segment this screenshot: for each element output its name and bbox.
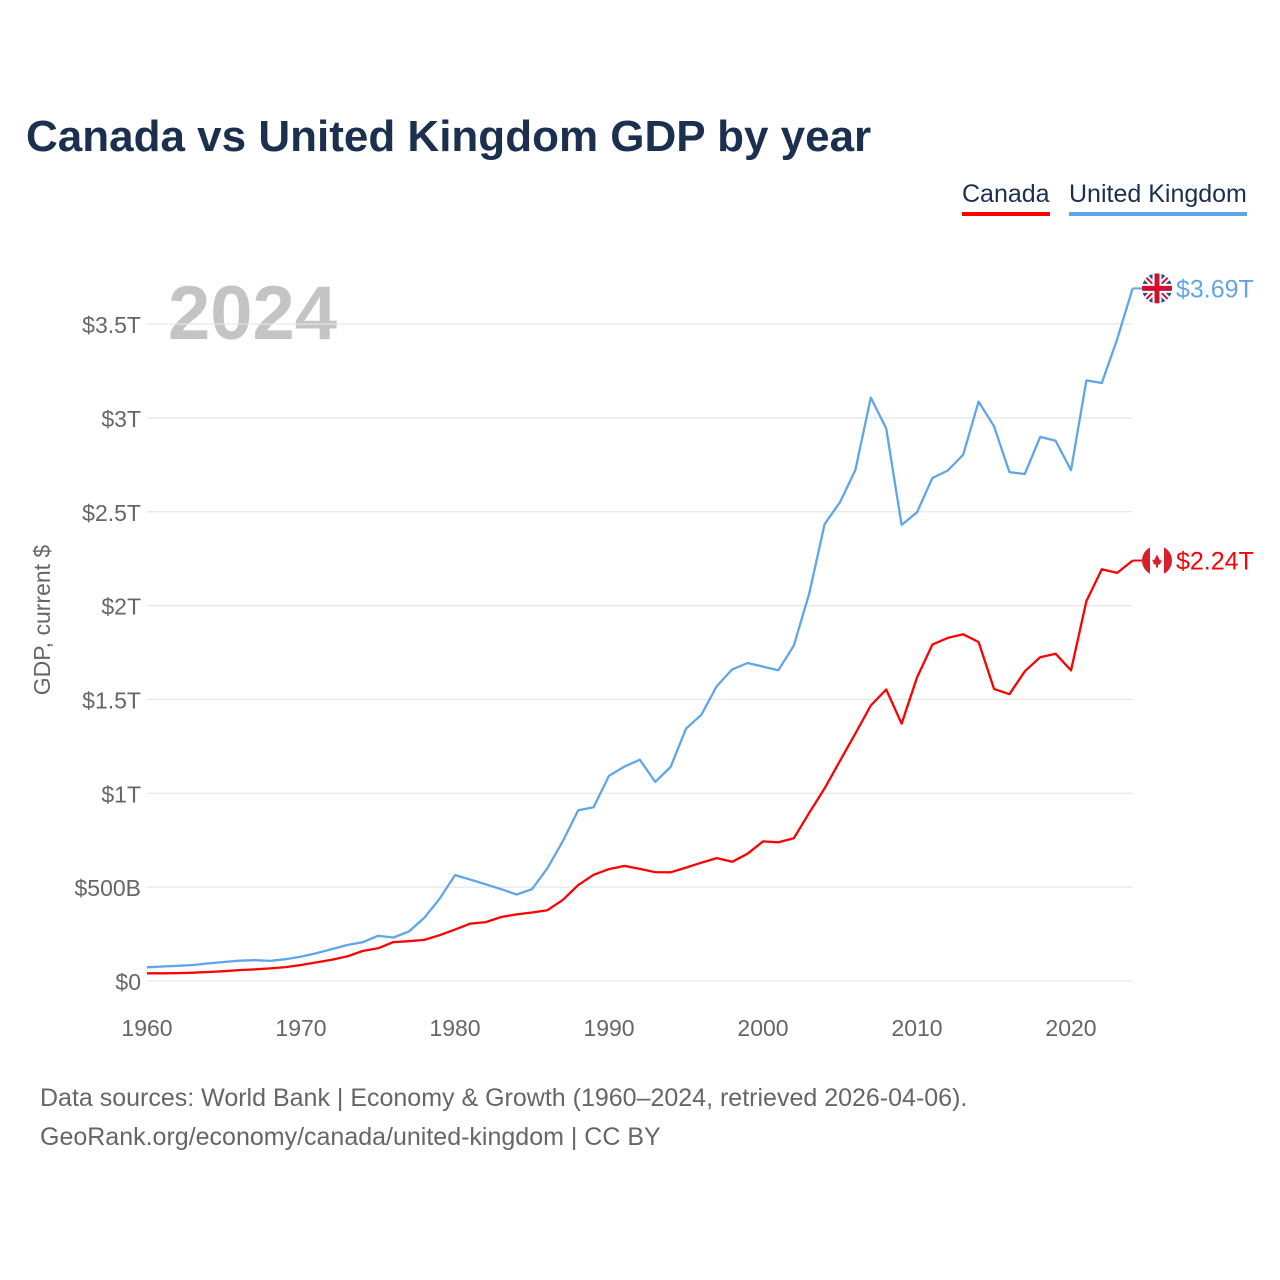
year-watermark: 2024 bbox=[168, 271, 337, 356]
series-line-canada bbox=[147, 559, 1134, 975]
y-tick-label: $1T bbox=[101, 781, 141, 807]
footer-attribution[interactable]: GeoRank.org/economy/canada/united-kingdo… bbox=[40, 1123, 661, 1151]
x-tick-label: 2020 bbox=[1045, 1015, 1096, 1041]
chart-title: Canada vs United Kingdom GDP by year bbox=[26, 112, 872, 161]
x-tick-label: 1960 bbox=[121, 1015, 172, 1041]
y-tick-label: $2T bbox=[101, 594, 141, 620]
x-tick-label: 2000 bbox=[737, 1015, 788, 1041]
y-tick-label: $3T bbox=[101, 406, 141, 432]
x-tick-label: 2010 bbox=[891, 1015, 942, 1041]
end-value-label-united-kingdom: $3.69T bbox=[1176, 275, 1254, 303]
footer-sources: Data sources: World Bank | Economy & Gro… bbox=[40, 1084, 968, 1112]
x-tick-label: 1990 bbox=[583, 1015, 634, 1041]
canada-flag-icon bbox=[1142, 545, 1172, 576]
x-tick-label: 1970 bbox=[275, 1015, 326, 1041]
series-line-united-kingdom bbox=[146, 288, 1134, 969]
uk-flag-icon bbox=[1142, 273, 1172, 304]
y-tick-label: $1.5T bbox=[82, 687, 141, 713]
y-axis-label: GDP, current $ bbox=[29, 545, 55, 696]
x-tick-label: 1980 bbox=[429, 1015, 480, 1041]
y-tick-label: $500B bbox=[74, 875, 141, 901]
y-tick-label: $3.5T bbox=[82, 312, 141, 338]
y-tick-label: $0 bbox=[115, 969, 141, 995]
legend-united-kingdom[interactable]: United Kingdom bbox=[1069, 180, 1247, 216]
y-tick-label: $2.5T bbox=[82, 500, 141, 526]
legend-canada[interactable]: Canada bbox=[962, 180, 1050, 216]
end-value-label-canada: $2.24T bbox=[1176, 548, 1254, 576]
